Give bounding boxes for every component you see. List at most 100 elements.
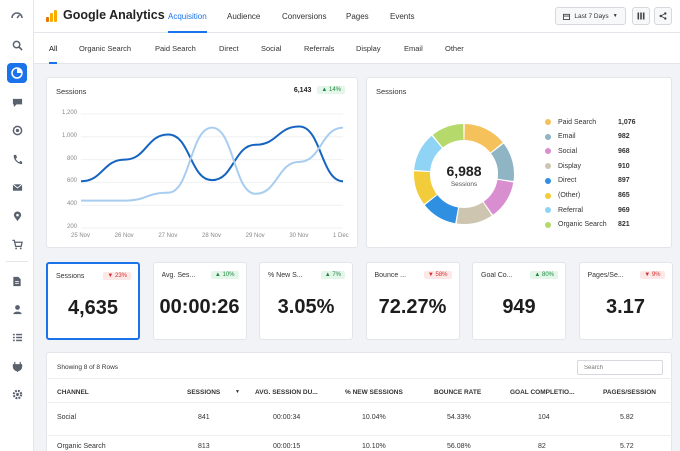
table-divider [46, 435, 672, 436]
cell-new-sessions: 10.04% [362, 414, 386, 421]
donut-slice[interactable] [414, 135, 442, 172]
kpi-card-avg-session-duration[interactable]: Avg. Ses... ▲ 10% 00:00:26 [152, 262, 247, 340]
legend-swatch [545, 133, 551, 140]
kpi-label: Sessions [56, 273, 85, 280]
legend-swatch [545, 192, 551, 199]
tab-social[interactable]: Social [261, 44, 282, 53]
line-card-change-badge: ▲ 14% [317, 86, 345, 94]
tab-other[interactable]: Other [445, 44, 464, 53]
cell-channel: Social [57, 414, 77, 421]
date-range-button[interactable]: Last 7 Days ▼ [555, 7, 626, 25]
kpi-label: Pages/Se... [587, 272, 624, 279]
kpi-change: 7% [332, 272, 341, 278]
kpi-value: 72.27% [378, 296, 447, 318]
legend-item[interactable]: Direct 897 [545, 175, 635, 187]
y-tick-label: 1,200 [61, 110, 77, 116]
columns-button[interactable] [632, 7, 650, 25]
tab-paid-search[interactable]: Paid Search [155, 44, 196, 53]
list-icon[interactable] [7, 327, 27, 347]
kpi-label: Goal Co... [481, 272, 513, 279]
tab-organic-search[interactable]: Organic Search [79, 44, 132, 53]
tab-conversions[interactable]: Conversions [282, 12, 327, 21]
tab-all[interactable]: All [49, 33, 58, 64]
top-bar: Google Analytics Acquisition Audience Co… [34, 0, 680, 33]
legend-item[interactable]: Paid Search 1,076 [545, 116, 636, 128]
legend-value: 968 [618, 147, 630, 155]
legend-label: Paid Search [558, 118, 597, 126]
table-search-input[interactable] [577, 360, 663, 375]
legend-item[interactable]: Organic Search 821 [545, 219, 635, 231]
cell-pages-session: 5.82 [620, 414, 634, 421]
cell-sessions: 841 [198, 414, 210, 421]
x-tick-label: 25 Nov [71, 233, 91, 239]
kpi-change-badge: ▲ 80% [530, 271, 558, 279]
legend-swatch [545, 148, 551, 155]
donut-slice[interactable] [414, 171, 437, 204]
cell-bounce-rate: 54.33% [447, 414, 471, 421]
share-button[interactable] [654, 7, 672, 25]
tab-email[interactable]: Email [404, 44, 423, 53]
donut-slice[interactable] [456, 202, 492, 225]
col-avg-session-duration[interactable]: AVG. SESSION DU... [255, 389, 318, 396]
x-tick-label: 29 Nov [245, 233, 265, 239]
kpi-card-sessions[interactable]: Sessions ▼ 23% 4,635 [46, 262, 140, 340]
col-channel[interactable]: CHANNEL [57, 389, 89, 396]
tab-events[interactable]: Events [390, 12, 415, 21]
donut-slice[interactable] [432, 124, 464, 148]
analytics-logo-icon [46, 10, 57, 22]
col-sessions[interactable]: SESSIONS [187, 389, 221, 396]
location-icon[interactable] [7, 206, 27, 226]
kpi-change: 58% [435, 272, 448, 278]
tab-pages[interactable]: Pages [346, 12, 369, 21]
col-pages-session[interactable]: PAGES/SESSION [603, 389, 656, 396]
donut-slice[interactable] [491, 143, 514, 182]
chat-icon[interactable] [7, 92, 27, 112]
legend-item[interactable]: (Other) 865 [545, 190, 635, 202]
search-icon[interactable] [7, 35, 27, 55]
sessions-line-chart [80, 113, 344, 229]
donut-slice[interactable] [464, 124, 503, 153]
kpi-value: 3.17 [606, 296, 645, 318]
kpi-card-goal-completions[interactable]: Goal Co... ▲ 80% 949 [472, 262, 566, 340]
document-icon[interactable] [7, 271, 27, 291]
kpi-card-bounce-rate[interactable]: Bounce ... ▼ 58% 72.27% [365, 262, 460, 340]
tab-direct[interactable]: Direct [219, 44, 239, 53]
sessions-donut-card: Sessions 6,988 Sessions Paid Search 1,076 E… [366, 77, 672, 248]
kpi-card-pages-per-session[interactable]: Pages/Se... ▼ 9% 3.17 [578, 262, 673, 340]
app-logo: Google Analytics [46, 8, 165, 22]
tab-referrals[interactable]: Referrals [304, 44, 335, 53]
date-range-label: Last 7 Days [574, 12, 609, 20]
cell-new-sessions: 10.10% [362, 443, 386, 450]
kpi-card-new-sessions[interactable]: % New S... ▲ 7% 3.05% [259, 262, 353, 340]
settings-icon[interactable] [7, 384, 27, 404]
legend-item[interactable]: Referral 969 [545, 204, 635, 216]
kpi-label: Bounce ... [374, 272, 407, 279]
legend-item[interactable]: Email 982 [545, 131, 635, 143]
donut-slice[interactable] [483, 179, 514, 215]
user-icon[interactable] [7, 299, 27, 319]
legend-value: 1,076 [618, 118, 636, 126]
col-new-sessions[interactable]: % NEW SESSIONS [345, 389, 403, 396]
kpi-change-badge: ▼ 23% [103, 272, 131, 280]
legend-item[interactable]: Display 910 [545, 160, 635, 172]
col-bounce-rate[interactable]: BOUNCE RATE [434, 389, 482, 396]
tab-display[interactable]: Display [356, 44, 381, 53]
cart-icon[interactable] [7, 234, 27, 254]
plug-icon[interactable] [7, 356, 27, 376]
legend-item[interactable]: Social 968 [545, 145, 635, 157]
dashboard-icon[interactable] [7, 6, 27, 26]
kpi-change: 23% [114, 273, 127, 279]
tab-acquisition[interactable]: Acquisition [168, 0, 207, 33]
cell-channel: Organic Search [57, 443, 106, 450]
col-goal-completions[interactable]: GOAL COMPLETIO... [510, 389, 575, 396]
phone-icon[interactable] [7, 149, 27, 169]
y-tick-label: 200 [66, 224, 77, 230]
support-icon[interactable] [7, 120, 27, 140]
kpi-label: % New S... [268, 272, 303, 279]
analytics-icon[interactable] [7, 63, 27, 83]
donut-slice[interactable] [424, 195, 459, 224]
sort-desc-icon[interactable]: ▼ [235, 389, 240, 395]
mail-icon[interactable] [7, 177, 27, 197]
tab-audience[interactable]: Audience [227, 12, 261, 21]
legend-swatch [545, 177, 551, 184]
